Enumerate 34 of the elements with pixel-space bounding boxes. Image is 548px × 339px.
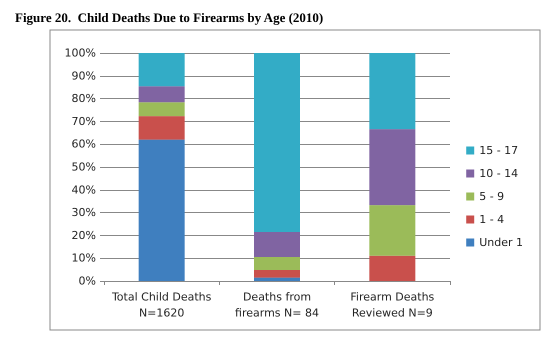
y-tick-label: 10% (72, 252, 96, 265)
bar (254, 278, 300, 281)
legend-label: 15 - 17 (479, 144, 518, 157)
y-tick-label: 30% (72, 206, 96, 220)
bar (369, 129, 416, 206)
x-tick-label: Deaths from firearms N= 84 (235, 290, 319, 320)
bar (369, 205, 416, 256)
legend-label: 1 - 4 (479, 213, 504, 226)
chart-title: Figure 20. Child Deaths Due to Firearms by Age (2010) (15, 10, 324, 25)
bar (138, 53, 185, 86)
legend-label: 10 - 14 (479, 167, 518, 180)
x-tick-label: Total Child Deaths N=1620 (110, 290, 212, 320)
y-tick-label: 90% (72, 69, 96, 82)
bar (254, 53, 300, 232)
legend-label: 5 - 9 (479, 190, 504, 203)
bar (254, 257, 300, 270)
bar (369, 256, 416, 281)
bar (254, 232, 300, 258)
y-tick-label: 100% (64, 46, 96, 60)
y-tick-label: 80% (72, 92, 96, 106)
x-tick-label: Firearm Deaths Reviewed N=9 (350, 290, 435, 320)
bar (369, 53, 416, 130)
y-tick-label: 60% (72, 138, 96, 151)
bar (138, 102, 185, 116)
y-tick-label: 0% (78, 274, 96, 288)
bar (138, 86, 185, 102)
bar (254, 270, 300, 278)
y-tick-label: 20% (72, 228, 96, 242)
bar (138, 140, 185, 281)
bar (138, 116, 185, 140)
y-tick-label: 50% (72, 160, 96, 174)
y-tick-label: 70% (72, 114, 96, 128)
legend-label: Under 1 (479, 236, 524, 249)
y-tick-label: 40% (72, 183, 96, 196)
